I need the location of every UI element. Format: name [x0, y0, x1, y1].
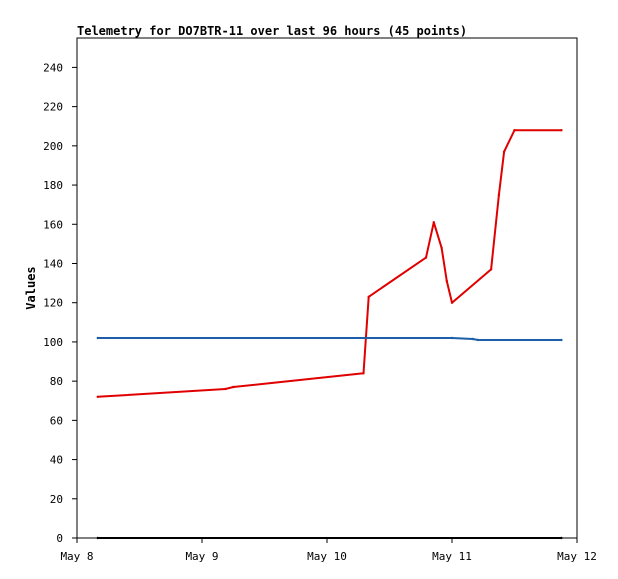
series-1-point [445, 279, 448, 283]
y-tick-label: 240 [43, 61, 63, 74]
series-1-point [502, 150, 506, 153]
series-1-point [450, 301, 454, 304]
series-2-point [560, 338, 563, 342]
x-tick-label: May 11 [432, 550, 472, 563]
y-axis-label: Values [24, 266, 38, 309]
series-1-point [489, 268, 493, 271]
series-3-point [560, 536, 563, 540]
series-2-point [450, 336, 454, 340]
x-axis-ticks: May 8 May 9 May 10 May 11 May 12 [60, 538, 597, 563]
y-tick-label: 60 [50, 414, 63, 427]
y-tick-label: 100 [43, 336, 63, 349]
y-tick-label: 120 [43, 297, 63, 310]
y-tick-label: 140 [43, 257, 63, 270]
x-tick-label: May 9 [185, 550, 218, 563]
y-tick-label: 80 [50, 375, 63, 388]
x-tick-label: May 8 [60, 550, 93, 563]
series-1-point [497, 193, 501, 197]
series-1-point [560, 129, 563, 132]
y-tick-label: 220 [43, 101, 63, 114]
y-tick-label: 20 [50, 493, 63, 506]
series-1-point [440, 246, 443, 249]
series-1-point [96, 395, 100, 398]
y-tick-label: 40 [50, 454, 63, 467]
series-1-point [513, 129, 516, 132]
series-2-point [96, 336, 100, 340]
series-1-point [432, 221, 435, 224]
series-2-point [476, 338, 480, 342]
series-3-point [96, 536, 100, 540]
y-axis-ticks: 0 20 40 60 80 100 120 140 160 180 200 220 240 [43, 61, 77, 545]
data-series [96, 129, 563, 540]
y-tick-label: 180 [43, 179, 63, 192]
series-line-1 [97, 129, 562, 398]
series-1-point [367, 295, 370, 298]
series-1-point [232, 385, 235, 389]
series-1-point [424, 256, 428, 259]
plot-frame [76, 37, 578, 539]
series-2-point [471, 337, 474, 341]
series-line-2 [97, 337, 562, 341]
y-tick-label: 0 [56, 532, 63, 545]
chart-title: Telemetry for DO7BTR-11 over last 96 hou… [77, 24, 467, 38]
x-tick-label: May 10 [307, 550, 347, 563]
x-tick-label: May 12 [557, 550, 597, 563]
y-tick-label: 200 [43, 140, 63, 153]
series-1-point [362, 372, 365, 375]
series-1-point [224, 387, 227, 391]
y-tick-label: 160 [43, 218, 63, 231]
